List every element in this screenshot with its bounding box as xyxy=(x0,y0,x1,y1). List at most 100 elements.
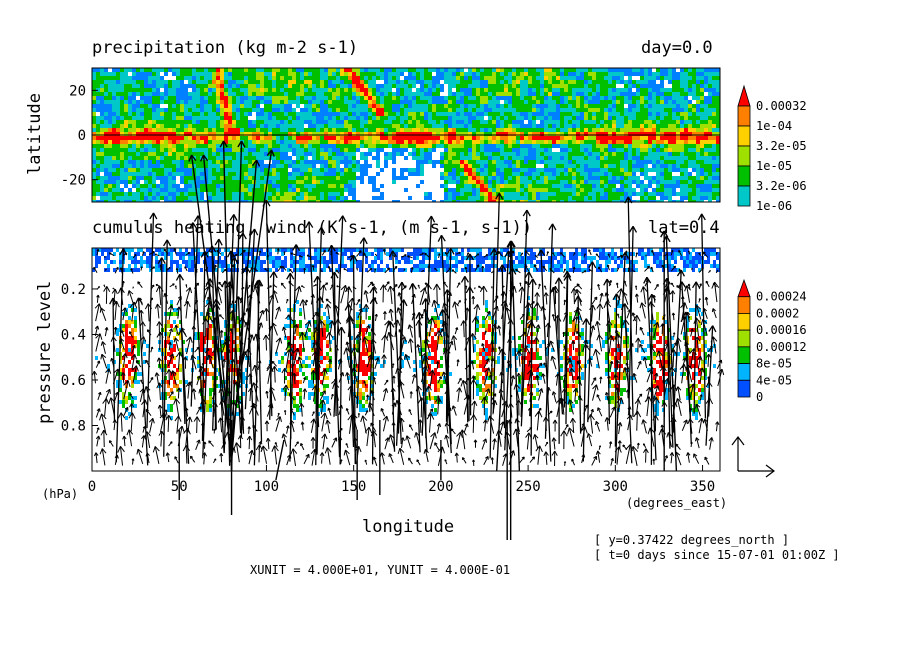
precip-cell xyxy=(172,92,176,96)
precip-cell xyxy=(460,128,464,132)
precip-cell xyxy=(468,168,472,172)
precip-cell xyxy=(564,72,568,76)
precip-cell xyxy=(136,140,140,144)
precip-cell xyxy=(112,100,116,104)
precip-cell xyxy=(340,96,344,100)
precip-cell xyxy=(640,136,644,140)
precip-cell xyxy=(404,96,408,100)
precip-cell xyxy=(708,84,712,88)
precip-cell xyxy=(248,144,252,148)
precip-cell xyxy=(344,188,348,192)
precip-cell xyxy=(488,152,492,156)
precip-cell xyxy=(400,80,404,84)
precip-cell xyxy=(268,80,272,84)
precip-cell xyxy=(372,156,376,160)
precip-cell xyxy=(156,140,160,144)
precip-cell xyxy=(592,128,596,132)
precip-cell xyxy=(568,188,572,192)
precip-cell xyxy=(608,88,612,92)
precip-cell xyxy=(228,108,232,112)
precip-cell xyxy=(364,112,368,116)
precip-cell xyxy=(156,148,160,152)
precip-cell xyxy=(172,152,176,156)
precip-cell xyxy=(544,188,548,192)
precip-cell xyxy=(708,180,712,184)
precip-cell xyxy=(336,152,340,156)
precip-cell xyxy=(592,188,596,192)
precip-cell xyxy=(288,148,292,152)
precip-cell xyxy=(292,116,296,120)
precip-cell xyxy=(584,152,588,156)
precip-cell xyxy=(412,100,416,104)
precip-cell xyxy=(516,152,520,156)
precip-cell xyxy=(400,116,404,120)
precip-cell xyxy=(188,108,192,112)
precip-cell xyxy=(436,108,440,112)
precip-cell xyxy=(696,172,700,176)
precip-cell xyxy=(500,156,504,160)
precip-cell xyxy=(284,196,288,200)
precip-cell xyxy=(208,88,212,92)
precip-cell xyxy=(708,112,712,116)
precip-cell xyxy=(248,196,252,200)
precip-cell xyxy=(572,88,576,92)
precip-cell xyxy=(208,180,212,184)
precip-cell xyxy=(700,196,704,200)
precip-cell xyxy=(228,164,232,168)
precip-cell xyxy=(100,124,104,128)
precip-cell xyxy=(472,160,476,164)
precip-cell xyxy=(244,80,248,84)
precip-cell xyxy=(92,176,96,180)
precip-cell xyxy=(460,184,464,188)
precip-cell xyxy=(212,148,216,152)
precip-cell xyxy=(240,136,244,140)
precip-cell xyxy=(328,124,332,128)
precip-cell xyxy=(532,188,536,192)
precip-cell xyxy=(100,88,104,92)
precip-cell xyxy=(624,140,628,144)
precip-cell xyxy=(492,96,496,100)
precip-cell xyxy=(504,120,508,124)
precip-cell xyxy=(504,108,508,112)
precip-cell xyxy=(200,140,204,144)
precip-cell xyxy=(476,144,480,148)
precip-cell xyxy=(692,140,696,144)
precip-cell xyxy=(228,192,232,196)
precip-cell xyxy=(508,92,512,96)
precip-cell xyxy=(260,144,264,148)
precip-cell xyxy=(472,88,476,92)
precip-cell xyxy=(284,128,288,132)
precip-cell xyxy=(656,96,660,100)
precip-cell xyxy=(144,128,148,132)
precip-cell xyxy=(652,168,656,172)
precip-cell xyxy=(604,152,608,156)
precip-cell xyxy=(504,84,508,88)
precip-cell xyxy=(352,120,356,124)
precip-cell xyxy=(260,72,264,76)
precip-cell xyxy=(124,192,128,196)
precip-cell xyxy=(588,84,592,88)
precip-cell xyxy=(512,100,516,104)
precip-cell xyxy=(116,76,120,80)
precip-cell xyxy=(632,128,636,132)
precip-cell xyxy=(608,104,612,108)
precip-cell xyxy=(132,104,136,108)
precip-cell xyxy=(424,120,428,124)
precip-cell xyxy=(664,124,668,128)
precip-cell xyxy=(332,72,336,76)
precip-cell xyxy=(544,184,548,188)
precip-cell xyxy=(680,76,684,80)
precip-cell xyxy=(684,160,688,164)
precip-cell xyxy=(512,156,516,160)
precip-cell xyxy=(184,112,188,116)
precip-cell xyxy=(328,200,332,202)
precip-cell xyxy=(632,140,636,144)
precip-cell xyxy=(472,192,476,196)
precip-cell xyxy=(348,160,352,164)
precip-cell xyxy=(252,72,256,76)
precip-cell xyxy=(544,156,548,160)
precip-cell xyxy=(536,96,540,100)
precip-cell xyxy=(156,96,160,100)
precip-cell xyxy=(548,168,552,172)
precip-cell xyxy=(124,176,128,180)
